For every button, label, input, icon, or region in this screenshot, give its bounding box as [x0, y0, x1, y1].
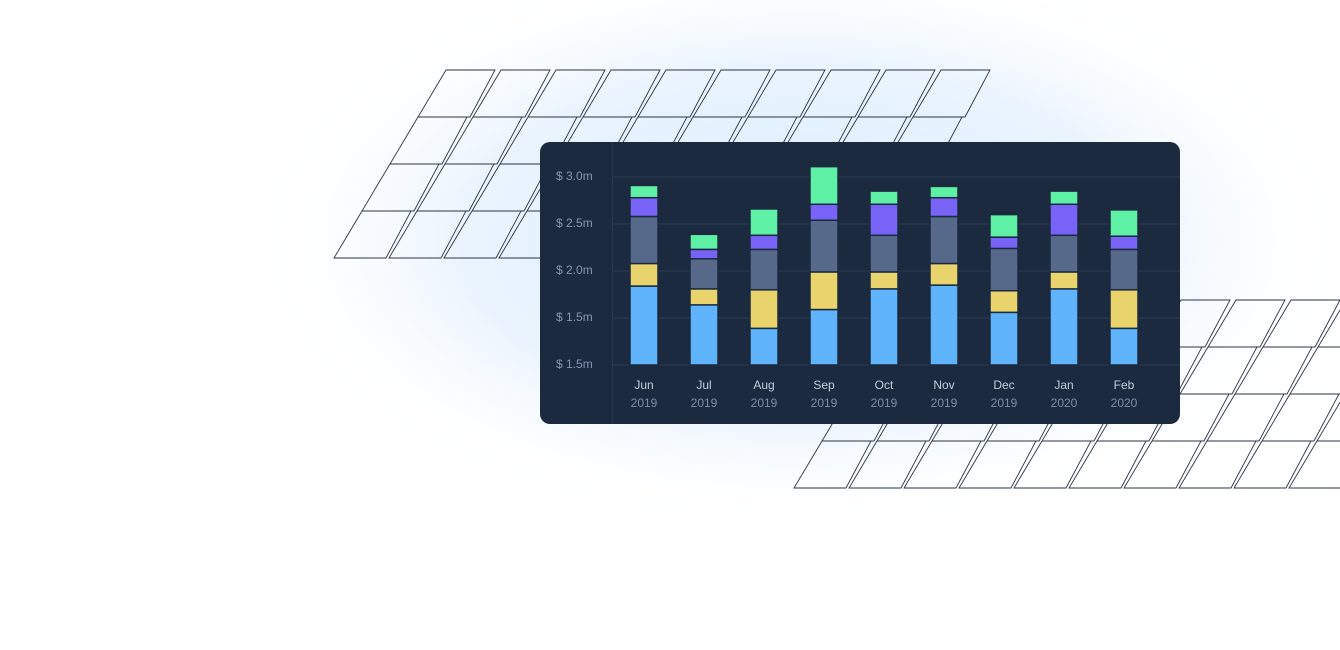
x-tick-sublabel: 2019 — [691, 396, 718, 410]
bar-segment — [929, 185, 959, 199]
bar-segment — [1049, 288, 1079, 366]
bar-segment — [1049, 190, 1079, 206]
x-tick-sublabel: 2020 — [1051, 396, 1078, 410]
bar-segment — [809, 308, 839, 366]
y-tick-label: $ 3.0m — [556, 169, 593, 183]
bar-segment — [1109, 289, 1139, 330]
x-tick-sublabel: 2019 — [871, 396, 898, 410]
bar-segment — [989, 311, 1019, 366]
bar-segment — [1109, 209, 1139, 237]
bar-segment — [689, 288, 719, 306]
x-tick-label: Oct — [875, 378, 894, 392]
bar-segment — [869, 271, 899, 290]
bar-segment — [989, 289, 1019, 314]
bar-segment — [749, 289, 779, 330]
bar-segment — [1109, 248, 1139, 291]
bar-segment — [629, 215, 659, 265]
x-tick-sublabel: 2019 — [751, 396, 778, 410]
bar-segment — [629, 196, 659, 218]
bar-segment — [749, 208, 779, 237]
bar-segment — [809, 219, 839, 273]
bar-segment — [629, 285, 659, 366]
bar-segment — [749, 234, 779, 251]
bar-segment — [869, 234, 899, 273]
x-tick-sublabel: 2019 — [811, 396, 838, 410]
y-tick-label: $ 1.5m — [556, 310, 593, 324]
bar-segment — [929, 262, 959, 286]
bar-segment — [1049, 234, 1079, 273]
bar-segment — [989, 247, 1019, 292]
bar-segment — [989, 213, 1019, 238]
bar-segment — [869, 190, 899, 206]
x-tick-label: Jun — [634, 378, 653, 392]
bar-segment — [869, 203, 899, 237]
x-tick-label: Dec — [993, 378, 1014, 392]
y-tick-label: $ 1.5m — [556, 357, 593, 371]
x-tick-sublabel: 2019 — [631, 396, 658, 410]
bar-segment — [869, 288, 899, 366]
x-tick-label: Jan — [1054, 378, 1073, 392]
x-tick-label: Jul — [696, 378, 711, 392]
bar-segment — [629, 184, 659, 199]
x-tick-label: Nov — [933, 378, 954, 392]
bar-segment — [989, 236, 1019, 250]
bar-segment — [689, 233, 719, 251]
bar-segment — [1049, 271, 1079, 290]
bar-segment — [749, 248, 779, 291]
y-tick-label: $ 2.0m — [556, 263, 593, 277]
bar-segment — [1109, 327, 1139, 366]
bar-segment — [629, 262, 659, 287]
bar-segment — [749, 327, 779, 366]
bar-segment — [1049, 203, 1079, 237]
y-tick-label: $ 2.5m — [556, 216, 593, 230]
bar-segment — [689, 258, 719, 290]
bar-segment — [929, 196, 959, 218]
bar-segment — [929, 215, 959, 265]
bar-segment — [809, 203, 839, 221]
bar-segment — [689, 304, 719, 366]
bar-segment — [929, 284, 959, 366]
bar-segment — [1109, 235, 1139, 251]
bar-segment — [689, 248, 719, 260]
x-tick-label: Aug — [753, 378, 774, 392]
x-tick-sublabel: 2020 — [1111, 396, 1138, 410]
bar-segment — [809, 271, 839, 311]
x-tick-sublabel: 2019 — [991, 396, 1018, 410]
x-tick-label: Feb — [1114, 378, 1135, 392]
x-tick-label: Sep — [813, 378, 835, 392]
x-tick-sublabel: 2019 — [931, 396, 958, 410]
bar-segment — [809, 165, 839, 206]
chart: $ 1.5m $ 1.5m $ 2.0m $ 2.5m $ 3.0m Jun 2019 Jul… — [556, 165, 1180, 410]
